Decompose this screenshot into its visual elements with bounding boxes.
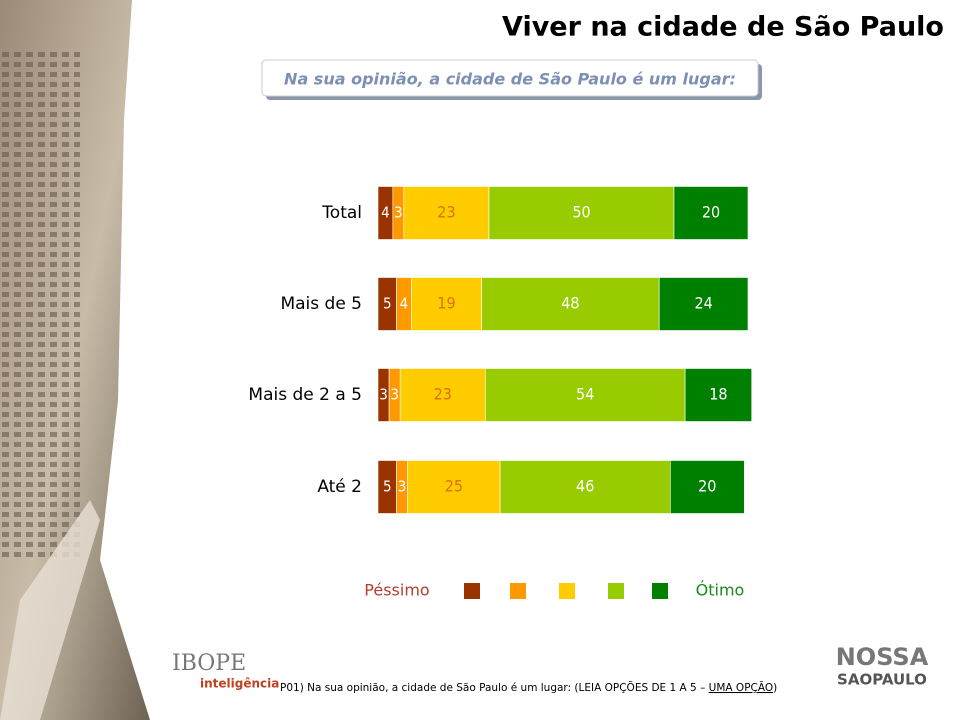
footnote: P01) Na sua opinião, a cidade de São Pau… bbox=[280, 681, 777, 694]
value-label: 24 bbox=[694, 294, 712, 313]
footnote-text: ) bbox=[773, 682, 777, 694]
bar-segment bbox=[484, 368, 686, 422]
nossa-logo: NOSSA SAOPAULO bbox=[836, 643, 929, 689]
category-label: Mais de 5 bbox=[280, 294, 362, 314]
bar-segment bbox=[488, 186, 675, 240]
value-label: 18 bbox=[709, 385, 727, 404]
subtitle: Na sua opinião, a cidade de São Paulo é … bbox=[284, 70, 736, 89]
bar-segment bbox=[658, 277, 749, 331]
value-label: 19 bbox=[437, 294, 455, 313]
subtitle-box bbox=[261, 59, 759, 97]
value-label: 23 bbox=[434, 385, 452, 404]
bar-segment bbox=[403, 186, 490, 240]
value-label: 4 bbox=[381, 204, 390, 222]
value-label: 23 bbox=[437, 203, 455, 222]
value-label: 25 bbox=[445, 477, 463, 496]
legend-low: Péssimo bbox=[364, 581, 429, 600]
bar-segment bbox=[669, 460, 745, 514]
logo-text: SAOPAULO bbox=[837, 671, 927, 689]
value-label: 4 bbox=[400, 295, 409, 313]
category-label: Mais de 2 a 5 bbox=[248, 385, 362, 405]
legend-swatch bbox=[464, 583, 480, 599]
logo-text: IBOPE bbox=[172, 651, 246, 676]
bar-segment bbox=[481, 277, 660, 331]
bar-segment bbox=[684, 368, 752, 422]
category-label: Até 2 bbox=[317, 477, 362, 497]
category-label: Total bbox=[321, 203, 362, 223]
value-label: 5 bbox=[383, 478, 392, 496]
value-label: 3 bbox=[398, 478, 407, 496]
footnote-underlined: UMA OPÇÃO bbox=[709, 681, 773, 694]
bar-segment bbox=[399, 368, 486, 422]
value-label: 20 bbox=[702, 203, 720, 222]
logo-text: inteligência bbox=[200, 677, 279, 691]
footnote-text: P01) Na sua opinião, a cidade de São Pau… bbox=[280, 681, 709, 694]
legend-swatch bbox=[510, 583, 526, 599]
legend-swatch bbox=[652, 583, 668, 599]
bar-segment bbox=[410, 277, 482, 331]
value-label: 46 bbox=[576, 477, 594, 496]
value-label: 3 bbox=[394, 204, 403, 222]
background-photo bbox=[0, 0, 150, 720]
ibope-logo: IBOPE inteligência bbox=[172, 651, 279, 691]
value-label: 20 bbox=[698, 477, 716, 496]
logo-text: NOSSA bbox=[836, 643, 929, 671]
value-label: 54 bbox=[576, 385, 594, 404]
value-label: 48 bbox=[561, 294, 579, 313]
legend-swatch bbox=[608, 583, 624, 599]
value-label: 5 bbox=[383, 295, 392, 313]
legend-swatch bbox=[559, 583, 575, 599]
bar-segment bbox=[407, 460, 501, 514]
value-label: 3 bbox=[390, 386, 399, 404]
title: Viver na cidade de São Paulo bbox=[502, 12, 944, 43]
value-label: 3 bbox=[379, 386, 388, 404]
value-label: 50 bbox=[572, 203, 590, 222]
bar-segment bbox=[673, 186, 749, 240]
legend-high: Ótimo bbox=[696, 581, 745, 600]
